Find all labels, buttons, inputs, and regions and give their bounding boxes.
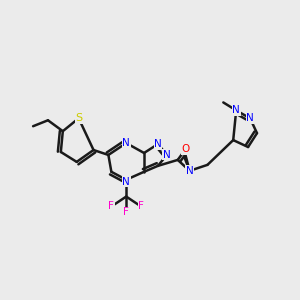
- Text: N: N: [232, 105, 240, 116]
- Text: F: F: [108, 202, 114, 212]
- Text: N: N: [122, 177, 130, 187]
- Text: N: N: [163, 150, 171, 160]
- Text: N: N: [154, 139, 162, 149]
- Text: F: F: [138, 202, 144, 212]
- Text: O: O: [182, 144, 190, 154]
- Text: F: F: [123, 207, 129, 218]
- Text: N: N: [246, 113, 254, 123]
- Text: S: S: [75, 113, 82, 123]
- Text: N: N: [186, 166, 194, 176]
- Text: N: N: [122, 138, 130, 148]
